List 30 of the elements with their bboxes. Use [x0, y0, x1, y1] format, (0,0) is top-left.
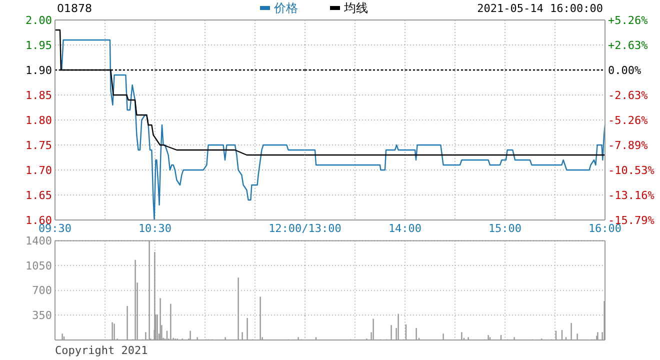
y-tick-label: 1.75 — [26, 138, 52, 152]
chart-subtitle: 2021-05-14 16:00:00 — [477, 2, 603, 15]
y-tick-label: 1.80 — [26, 114, 52, 127]
text: +2.63% — [608, 38, 648, 52]
x-tick-label: 12:00/13:00 — [268, 222, 342, 235]
x-tick-label: 16:00 — [588, 222, 622, 235]
y-tick-label: 350 — [32, 309, 52, 322]
x-tick-label: 14:00 — [388, 222, 422, 235]
y-tick-label: 1.65 — [26, 188, 52, 202]
y-tick-label: 1.70 — [26, 164, 52, 177]
y-tick-label: 2.00 — [26, 14, 52, 27]
text: 0.00% — [608, 64, 642, 77]
text: +5.26% — [608, 14, 648, 27]
y-tick-label: 1.95 — [26, 38, 52, 52]
text: -5.26% — [608, 114, 648, 127]
x-tick-label: 15:00 — [488, 222, 522, 235]
y-tick-label: 1.85 — [26, 88, 52, 102]
text: -2.63% — [608, 88, 648, 102]
text: Copyright 2021 — [55, 344, 148, 357]
chart-title: 01878 — [57, 2, 92, 15]
y-tick-label: 1050 — [26, 259, 52, 272]
x-tick-label: 10:30 — [138, 222, 172, 235]
y-tick-label: 1.90 — [26, 64, 52, 77]
text: -7.89% — [608, 138, 648, 152]
legend-label: 价格 — [273, 1, 298, 15]
legend-label: 均线 — [343, 1, 368, 15]
y-tick-label: 700 — [32, 284, 52, 298]
y-tick-label: 1400 — [26, 234, 52, 248]
text: -10.53% — [608, 164, 654, 177]
text: -13.16% — [608, 188, 654, 202]
